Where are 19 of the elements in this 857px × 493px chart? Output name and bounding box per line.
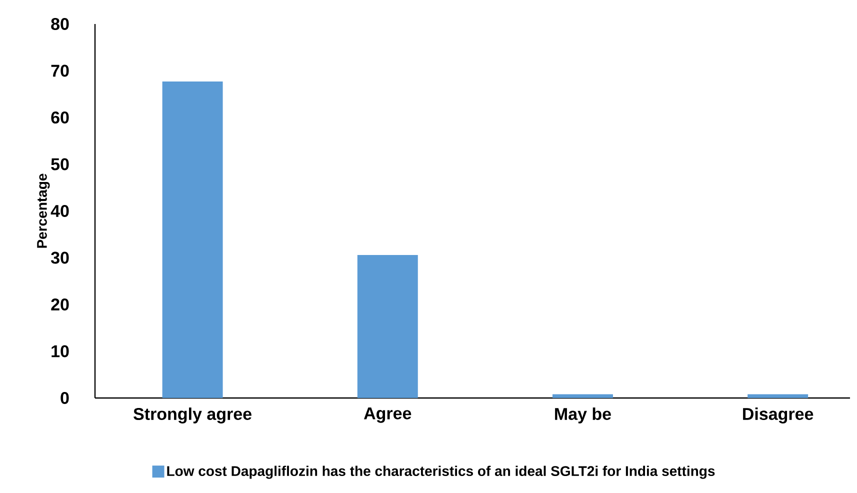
y-tick-label: 10 — [52, 345, 69, 358]
y-tick-label: 30 — [50, 252, 69, 264]
y-tick-label: 80 — [51, 18, 69, 30]
bar — [552, 394, 613, 398]
bar — [748, 394, 808, 398]
x-tick-label: Agree — [364, 408, 412, 423]
y-tick-label: 70 — [51, 64, 69, 77]
y-tick-label: 40 — [50, 204, 69, 218]
y-tick-label: 0 — [60, 392, 69, 404]
x-tick-label: May be — [555, 408, 611, 424]
legend-label: Low cost Dapagliflozin has the characteristics of an ideal SGLT2i for India settings — [167, 466, 715, 479]
y-axis-title: Percentage — [37, 174, 50, 248]
y-tick-label: 60 — [51, 111, 69, 124]
x-tick-label: Strongly agree — [134, 408, 252, 424]
x-tick-label: Disagree — [743, 408, 814, 424]
y-tick-label: 50 — [51, 158, 69, 170]
bar — [162, 82, 223, 398]
y-tick-label: 20 — [51, 298, 69, 311]
bar — [357, 254, 418, 398]
